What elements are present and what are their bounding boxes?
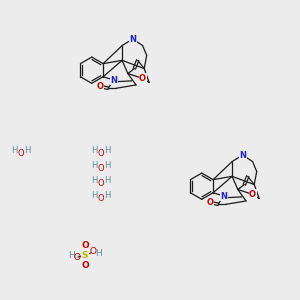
Text: N: N <box>129 34 136 43</box>
Text: O: O <box>98 164 105 173</box>
Text: H: H <box>91 161 97 170</box>
Text: H: H <box>91 191 97 200</box>
Text: O: O <box>81 241 89 250</box>
Text: N: N <box>220 191 227 200</box>
Text: O: O <box>98 194 105 203</box>
Text: H: H <box>104 191 110 200</box>
Text: N: N <box>110 76 117 85</box>
Text: H: H <box>104 176 110 185</box>
Text: H: H <box>91 146 97 155</box>
Text: H: H <box>104 146 110 155</box>
Text: O: O <box>206 198 214 207</box>
Text: O: O <box>98 179 105 188</box>
Text: O: O <box>81 260 89 269</box>
Text: H: H <box>95 250 102 259</box>
Text: O: O <box>90 248 97 256</box>
Text: O: O <box>249 190 256 199</box>
Text: O: O <box>73 254 80 262</box>
Text: H: H <box>24 146 30 155</box>
Text: N: N <box>239 151 246 160</box>
Text: H: H <box>11 146 17 155</box>
Text: O: O <box>139 74 146 83</box>
Text: O: O <box>18 149 25 158</box>
Text: O: O <box>97 82 104 91</box>
Text: O: O <box>98 149 105 158</box>
Text: H: H <box>91 176 97 185</box>
Text: S: S <box>82 250 88 260</box>
Text: H: H <box>68 251 75 260</box>
Text: H: H <box>104 161 110 170</box>
